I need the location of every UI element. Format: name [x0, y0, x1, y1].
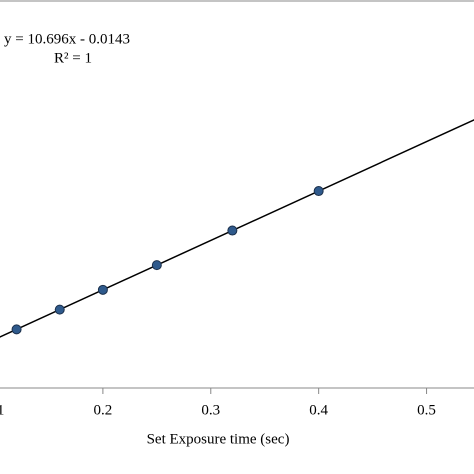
x-tick-label: 0.5	[417, 402, 436, 418]
x-axis-label: Set Exposure time (sec)	[147, 431, 290, 447]
point	[227, 225, 238, 236]
point	[151, 260, 162, 271]
equation: y = 10.696x - 0.0143	[4, 31, 130, 47]
point	[54, 304, 65, 315]
r-squared: R² = 1	[54, 50, 92, 66]
point	[11, 324, 22, 335]
point	[313, 186, 324, 197]
x-tick-label: 0.4	[309, 402, 328, 418]
trendline	[0, 119, 474, 338]
x-tick-label: 0.3	[201, 402, 220, 418]
x-tick-label: 0.1	[0, 402, 4, 418]
point	[97, 284, 108, 295]
x-tick-label: 0.2	[94, 402, 113, 418]
